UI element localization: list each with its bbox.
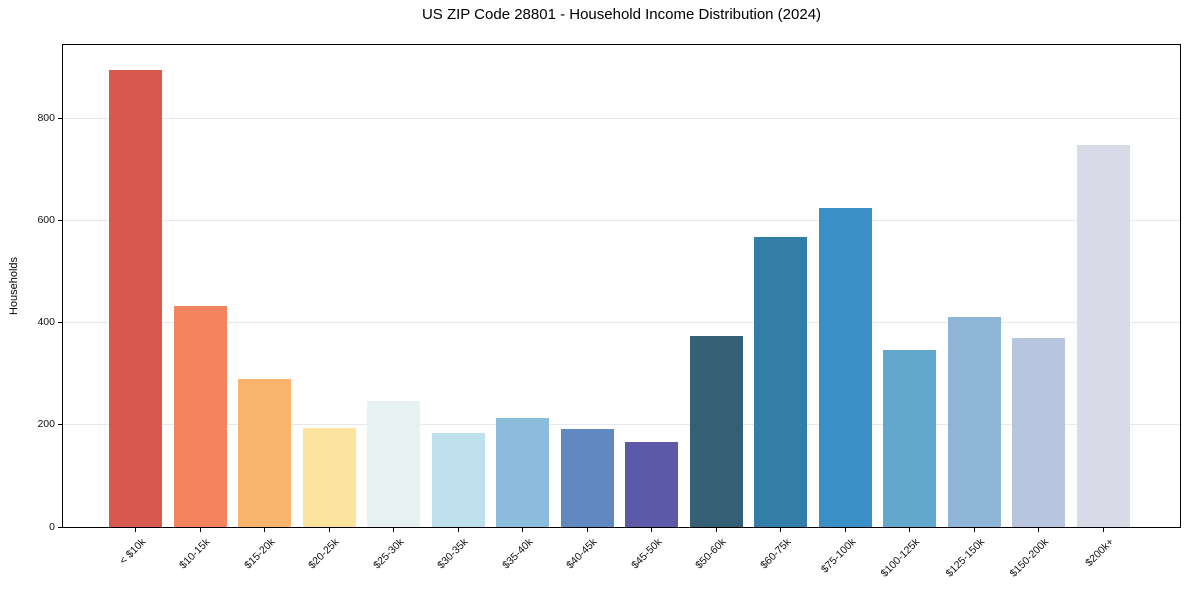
bar-60-75k (754, 237, 808, 527)
bar-30-35k (431, 432, 485, 527)
x-tick-label: $30-35k (435, 536, 471, 572)
bar-35-40k (496, 417, 550, 527)
y-tick-label: 400 (37, 316, 55, 329)
y-gridline (63, 322, 1180, 324)
bar-25-30k (367, 401, 421, 527)
bar-125-150k (947, 317, 1001, 527)
x-tick-label: $35-40k (499, 536, 536, 572)
x-tick-label: $45-50k (628, 536, 665, 572)
y-axis-label: Households (8, 256, 20, 316)
x-tick-mark (586, 528, 588, 532)
x-tick-mark (715, 528, 717, 532)
chart-title: US ZIP Code 28801 - Household Income Dis… (421, 6, 822, 23)
x-tick-mark (973, 528, 975, 532)
bar-45-50k (625, 441, 679, 527)
x-tick-label: $20-25k (306, 536, 342, 572)
y-gridline (63, 424, 1180, 426)
bar-15-20k (238, 379, 292, 527)
x-tick-mark (844, 528, 846, 532)
plot-area (62, 44, 1181, 528)
x-tick-label: < $10k (116, 536, 148, 567)
x-tick-mark (135, 528, 136, 532)
y-tick-label: 0 (49, 520, 55, 533)
x-tick-label: $75-100k (818, 536, 858, 576)
x-tick-mark (522, 528, 524, 532)
x-tick-mark (1038, 528, 1040, 532)
x-tick-mark (328, 528, 330, 532)
x-tick-mark (457, 528, 459, 532)
y-gridline (63, 219, 1180, 221)
bar-75-100k (818, 207, 872, 527)
x-tick-mark (264, 528, 266, 532)
y-tick-label: 200 (37, 418, 55, 431)
x-tick-mark (780, 528, 782, 532)
bar-100-125k (883, 349, 937, 527)
x-tick-mark (393, 528, 395, 532)
x-tick-label: $50-60k (693, 536, 729, 572)
y-tick-mark (58, 526, 62, 528)
y-tick-mark (58, 424, 62, 426)
y-tick-label: 800 (37, 111, 55, 124)
x-tick-label: $15-20k (241, 536, 278, 572)
x-tick-label: $10-15k (177, 536, 213, 572)
x-tick-mark (1102, 528, 1104, 532)
x-tick-label: $150-200k (1007, 536, 1052, 580)
x-tick-mark (199, 528, 201, 532)
bar-20-25k (302, 428, 356, 527)
bar-150-200k (1012, 337, 1066, 527)
x-tick-label: $125-150k (943, 536, 987, 580)
x-tick-label: $40-45k (564, 536, 600, 572)
bar-200k (1076, 144, 1130, 527)
bar-50-60k (689, 335, 743, 527)
bar-10-15k (173, 306, 227, 527)
x-tick-label: $100-125k (878, 536, 923, 580)
x-tick-mark (651, 528, 653, 532)
bar-40-45k (560, 428, 614, 527)
y-tick-mark (58, 219, 62, 221)
y-gridline (63, 117, 1180, 119)
y-tick-mark (58, 322, 62, 324)
x-tick-mark (909, 528, 911, 532)
bar-10k (109, 69, 162, 527)
x-tick-label: $60-75k (757, 536, 794, 572)
x-tick-label: $25-30k (370, 536, 407, 572)
y-tick-label: 600 (37, 213, 55, 226)
y-tick-mark (58, 117, 62, 119)
x-tick-label: $200k+ (1082, 536, 1116, 570)
